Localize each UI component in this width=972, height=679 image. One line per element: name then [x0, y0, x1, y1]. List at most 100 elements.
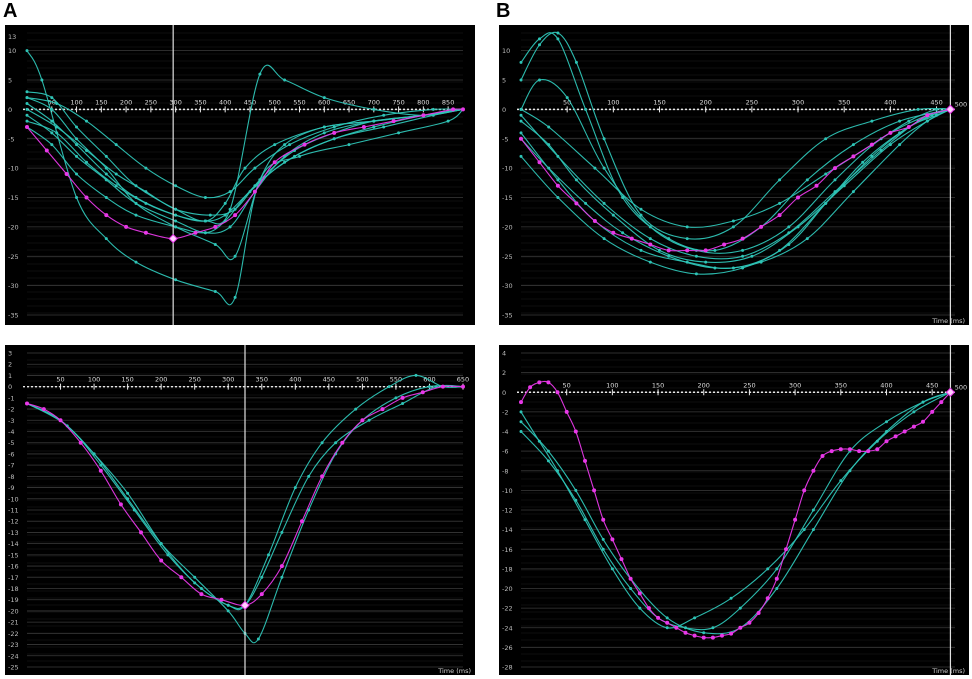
data-point: [228, 190, 232, 194]
highlight-point: [519, 400, 523, 405]
highlight-point: [84, 195, 89, 200]
highlight-point: [272, 160, 277, 165]
y-tick-label: 10: [8, 47, 16, 55]
y-tick-label: -9: [8, 484, 14, 492]
highlight-point: [838, 447, 843, 452]
y-tick-label: -25: [502, 253, 513, 261]
data-point: [556, 31, 560, 35]
data-point: [519, 420, 523, 424]
y-tick-label: -25: [8, 664, 19, 672]
y-tick-label: -12: [8, 518, 19, 526]
x-tick-label: 50: [563, 98, 571, 106]
series-line: [26, 384, 464, 610]
data-point: [256, 637, 260, 641]
highlight-point: [710, 635, 715, 640]
y-tick-label: -30: [8, 282, 19, 290]
highlight-point: [193, 230, 198, 235]
highlight-point: [279, 564, 284, 569]
data-point: [233, 295, 237, 299]
data-point: [307, 474, 311, 478]
data-point: [921, 400, 925, 404]
y-tick-label: 0: [502, 389, 506, 397]
highlight-point: [380, 407, 385, 412]
highlight-series-line: [26, 108, 464, 240]
data-point: [104, 196, 108, 199]
highlight-point: [537, 380, 542, 385]
highlight-point: [703, 248, 708, 253]
highlight-point: [756, 611, 761, 615]
data-point: [538, 37, 541, 41]
highlight-point: [583, 458, 587, 463]
y-tick-label: 13: [8, 33, 16, 41]
highlight-point: [619, 557, 624, 562]
data-point: [935, 113, 938, 117]
data-point: [203, 231, 207, 235]
highlight-point: [361, 125, 366, 129]
highlight-point: [537, 160, 542, 165]
data-point: [401, 402, 405, 405]
data-point: [802, 528, 806, 532]
highlight-point: [847, 447, 852, 452]
highlight-point: [802, 488, 807, 493]
highlight-point: [648, 242, 653, 247]
y-tick-label: -4: [8, 428, 14, 436]
data-point: [382, 125, 386, 129]
data-point: [75, 125, 78, 129]
highlight-point: [118, 502, 123, 507]
data-point: [824, 172, 828, 176]
data-point: [434, 385, 438, 389]
data-point: [428, 385, 431, 389]
highlight-point: [199, 592, 204, 597]
data-point: [243, 166, 247, 170]
x-tick-label: 200: [120, 98, 132, 106]
highlight-point: [884, 439, 889, 444]
data-point: [805, 237, 809, 241]
data-point: [713, 248, 717, 252]
highlight-point: [701, 635, 706, 640]
data-point: [25, 113, 29, 117]
data-point: [166, 553, 170, 557]
data-point: [601, 547, 605, 551]
data-point: [685, 225, 689, 229]
data-point: [574, 60, 578, 64]
series-line: [26, 108, 464, 234]
y-tick-label: 0: [8, 106, 12, 114]
x-tick-label: 500: [955, 100, 967, 108]
highlight-point: [519, 136, 523, 141]
highlight-point: [888, 130, 893, 135]
data-point: [925, 119, 929, 123]
highlight-point: [692, 633, 697, 638]
x-tick-label: 150: [652, 381, 664, 389]
highlight-point: [720, 633, 724, 638]
highlight-point: [869, 142, 874, 147]
data-point: [519, 119, 523, 123]
data-point: [870, 119, 874, 123]
x-tick-label: 550: [293, 98, 305, 106]
x-tick-label: 600: [318, 98, 330, 106]
highlight-point: [320, 474, 325, 479]
highlight-point: [573, 429, 578, 434]
highlight-point: [124, 224, 129, 229]
data-point: [898, 143, 902, 147]
data-point: [898, 119, 902, 123]
x-axis-label: Time (ms): [931, 667, 965, 675]
data-point: [132, 508, 136, 512]
series-line: [26, 97, 464, 261]
series-line: [520, 391, 951, 635]
data-point: [556, 154, 560, 158]
y-tick-label: -28: [502, 664, 513, 672]
y-tick-label: -5: [502, 135, 508, 143]
data-point: [203, 219, 207, 223]
highlight-point: [41, 407, 46, 412]
y-tick-label: -24: [8, 652, 19, 660]
data-point: [233, 207, 237, 211]
data-point: [134, 213, 138, 217]
y-tick-label: -22: [8, 630, 19, 638]
x-tick-label: 150: [95, 98, 107, 106]
data-point: [538, 43, 541, 47]
data-point: [85, 160, 88, 164]
data-point: [322, 131, 326, 135]
panel-label-b: B: [496, 0, 511, 22]
data-point: [775, 587, 779, 590]
highlight-point: [555, 183, 560, 188]
